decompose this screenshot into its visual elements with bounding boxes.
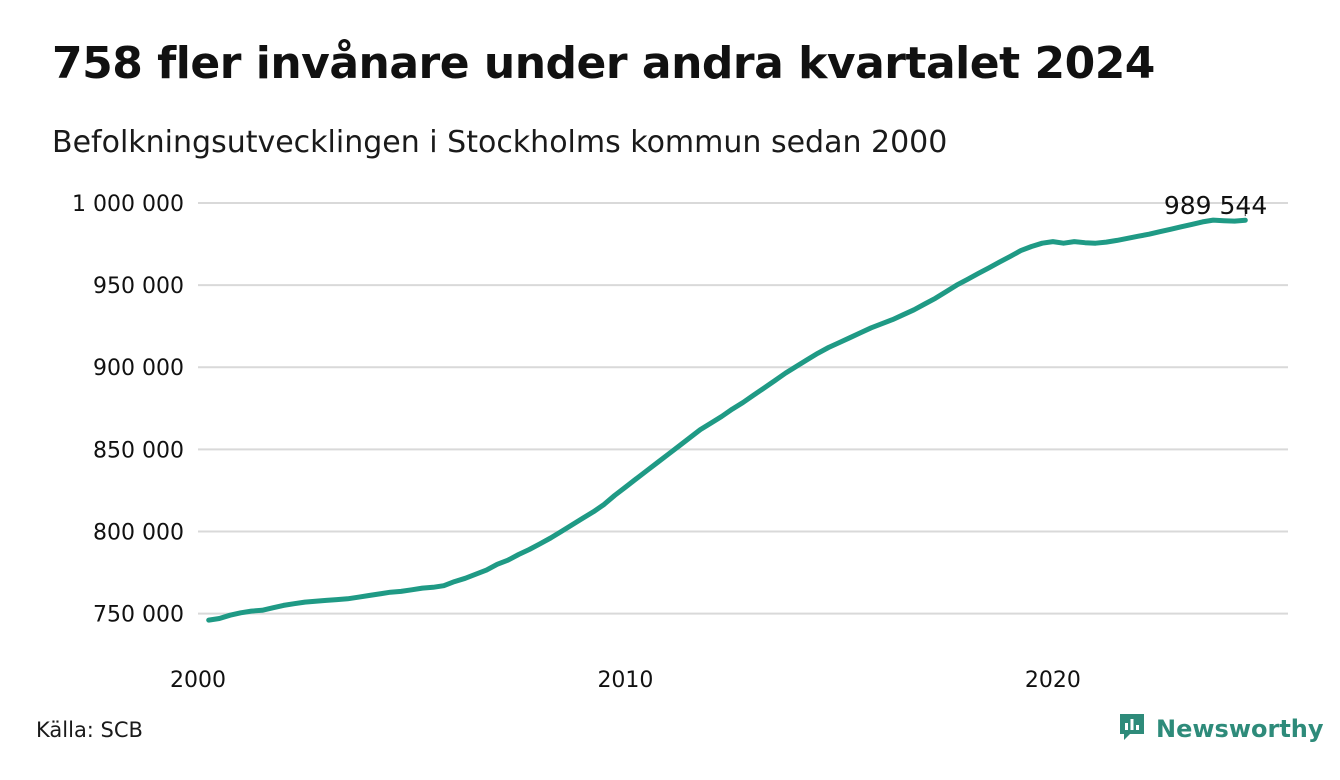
x-tick-label: 2010 <box>597 668 653 693</box>
series-line <box>206 217 1248 623</box>
y-axis-ticks: 750 000 800 000 850 000 900 000 950 000 1 000… <box>72 192 184 628</box>
x-axis-ticks: 2000 2010 2020 <box>170 668 1081 693</box>
grid-lines <box>198 202 1288 615</box>
y-tick-label: 950 000 <box>93 274 184 299</box>
end-label-layer: 989 544 <box>1164 191 1267 220</box>
x-tick-label: 2000 <box>170 668 226 693</box>
chart-title: 758 fler invånare under andra kvartalet … <box>52 38 1155 89</box>
source-note: Källa: SCB <box>36 718 143 742</box>
x-tick-label: 2020 <box>1025 668 1081 693</box>
y-tick-label: 900 000 <box>93 356 184 381</box>
newsworthy-logo-icon <box>1118 712 1146 746</box>
end-value-label: 989 544 <box>1164 191 1267 220</box>
y-tick-label: 850 000 <box>93 438 184 463</box>
y-tick-label: 1 000 000 <box>72 192 184 217</box>
brand-name: Newsworthy <box>1156 715 1324 743</box>
y-tick-label: 750 000 <box>93 603 184 628</box>
y-tick-label: 800 000 <box>93 520 184 545</box>
chart-subtitle: Befolkningsutvecklingen i Stockholms kom… <box>52 125 948 160</box>
brand-logo: Newsworthy <box>1118 712 1324 746</box>
series-layer <box>206 217 1248 623</box>
